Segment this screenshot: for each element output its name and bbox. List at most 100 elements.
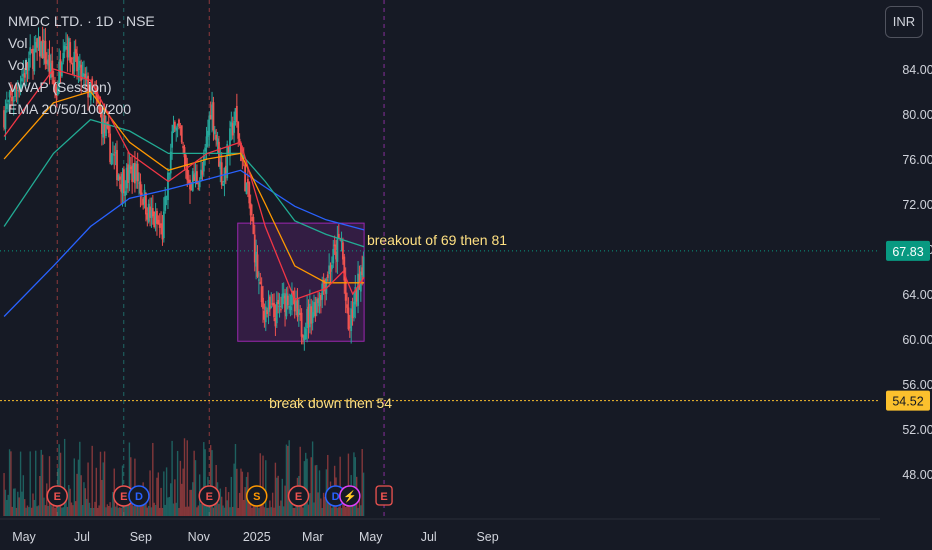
candle-body <box>319 295 322 301</box>
split-marker[interactable]: S <box>246 485 268 507</box>
volume-bar <box>32 493 34 516</box>
candle-body <box>139 181 142 194</box>
volume-bar <box>262 455 264 516</box>
svg-text:S: S <box>253 491 260 503</box>
earnings-marker[interactable]: E <box>46 485 68 507</box>
candle-body <box>337 233 340 239</box>
candle-body <box>224 165 227 175</box>
volume-bar <box>153 502 155 516</box>
candle-body <box>38 36 41 57</box>
candle-body <box>229 128 231 157</box>
candle-body <box>34 42 37 53</box>
candle-body <box>18 90 21 93</box>
volume-bar <box>167 497 169 516</box>
currency-button[interactable]: INR <box>885 6 923 38</box>
legend-symbol[interactable]: NMDC LTD. · 1D · NSE <box>8 13 155 29</box>
volume-bar <box>130 457 132 516</box>
annotation-text: break down then 54 <box>269 395 392 411</box>
candle-body <box>317 298 320 303</box>
candle-body <box>138 182 140 184</box>
legend-ema[interactable]: EMA 20/50/100/200 <box>8 101 131 117</box>
earnings-marker[interactable]: E <box>198 485 220 507</box>
earnings-marker[interactable]: E <box>375 485 393 506</box>
volume-bar <box>212 507 215 516</box>
candle-body <box>113 154 116 156</box>
volume-bar <box>18 497 20 516</box>
candle-body <box>45 60 48 64</box>
candle-body <box>5 103 8 110</box>
volume-bar <box>285 444 288 516</box>
candle-body <box>347 307 350 330</box>
candle-body <box>40 41 43 57</box>
candle-body <box>153 211 156 227</box>
ema-200-line <box>3 169 365 317</box>
price-axis-label: 84.00 <box>902 63 932 77</box>
candle-body <box>362 256 365 278</box>
volume-bar <box>179 460 182 516</box>
candle-body <box>109 133 112 163</box>
candle-body <box>132 163 135 179</box>
candle-body <box>69 42 72 63</box>
volume-bar <box>331 507 333 516</box>
candle-body <box>343 256 346 281</box>
candle-body <box>302 335 304 338</box>
volume-bar <box>187 506 190 516</box>
candle-body <box>122 169 125 193</box>
volume-bar <box>277 475 279 516</box>
legend-volume-2[interactable]: Vol <box>8 57 28 73</box>
volume-bar <box>254 498 256 516</box>
volume-bar <box>36 506 38 516</box>
candle-body <box>264 306 267 323</box>
volume-bar <box>318 470 321 516</box>
volume-bar <box>63 438 66 516</box>
volume-bar <box>362 472 365 516</box>
volume-bar <box>181 483 183 516</box>
candle-body <box>313 302 315 313</box>
legend-volume-1[interactable]: Vol <box>8 35 28 51</box>
volume-bar <box>243 499 245 516</box>
candle-body <box>149 206 151 218</box>
volume-bar <box>241 471 244 516</box>
earnings-marker[interactable]: E <box>287 485 310 507</box>
candle-body <box>157 219 160 225</box>
volume-bar <box>287 445 289 516</box>
news-marker[interactable]: ⚡ <box>339 485 361 507</box>
candle-body <box>329 265 332 272</box>
candle-body <box>3 110 5 128</box>
volume-bar <box>146 507 149 516</box>
candle-body <box>142 198 145 205</box>
legend-vwap[interactable]: VWAP (Session) <box>8 79 112 95</box>
svg-text:⚡: ⚡ <box>343 490 357 503</box>
volume-bar <box>266 507 268 516</box>
volume-bar <box>346 505 348 516</box>
volume-bar <box>101 479 103 516</box>
volume-bar <box>174 479 176 516</box>
dividend-marker[interactable]: D <box>128 485 150 507</box>
candle-body <box>22 73 25 77</box>
candle-body <box>135 163 138 181</box>
candle-body <box>164 196 167 211</box>
candle-body <box>61 62 63 77</box>
candle-body <box>102 118 105 138</box>
volume-bar <box>10 451 12 516</box>
candle-body <box>54 82 56 88</box>
candle-body <box>336 236 339 262</box>
volume-bar <box>340 507 343 516</box>
candle-body <box>36 38 39 48</box>
candle-body <box>16 89 19 91</box>
candle-body <box>125 167 128 189</box>
candle-body <box>160 223 162 225</box>
candle-body <box>52 80 55 85</box>
volume-bar <box>214 502 216 516</box>
volume-bar <box>200 503 202 516</box>
chart-legend: NMDC LTD. · 1D · NSE Vol Vol VWAP (Sessi… <box>8 10 155 120</box>
volume-bar <box>332 497 334 516</box>
candle-body <box>173 121 176 129</box>
volume-bar <box>316 464 318 516</box>
candle-body <box>43 42 45 54</box>
candle-body <box>257 279 260 281</box>
volume-bar <box>276 477 278 516</box>
candle-body <box>209 115 212 120</box>
candle-body <box>285 293 288 317</box>
